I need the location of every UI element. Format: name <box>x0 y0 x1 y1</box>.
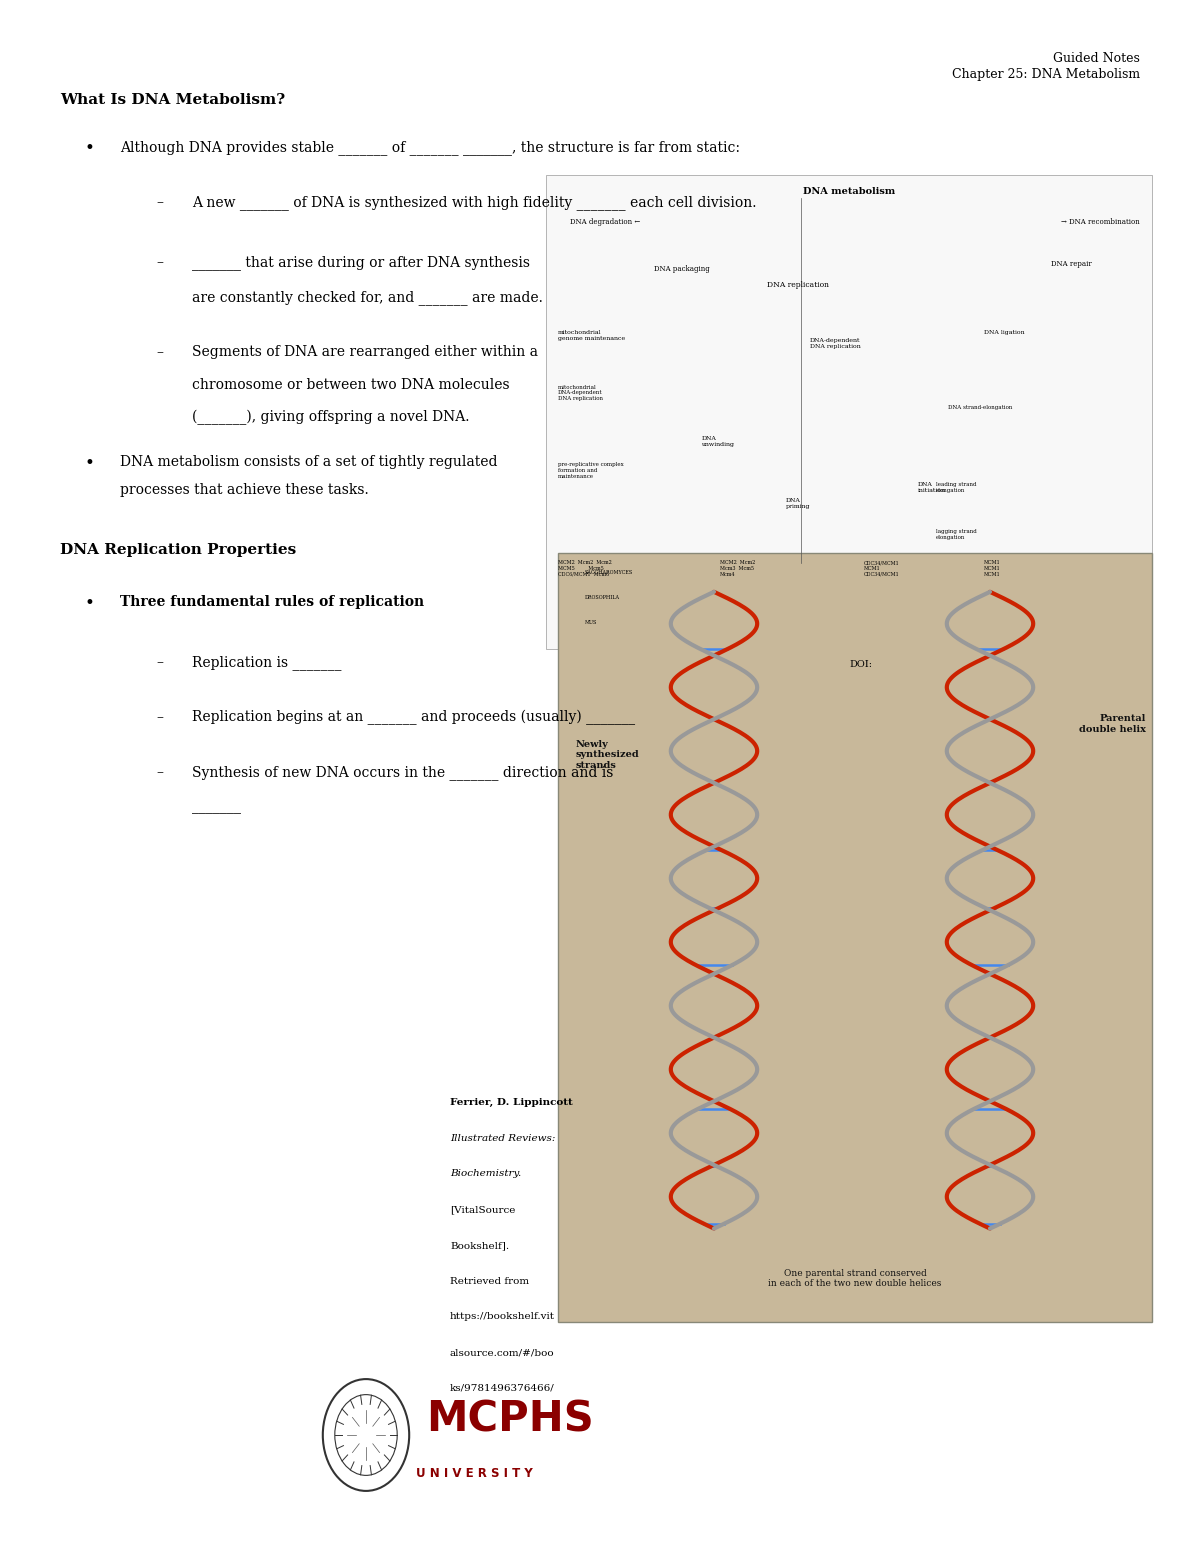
Text: DNA strand-elongation: DNA strand-elongation <box>948 405 1013 410</box>
FancyBboxPatch shape <box>558 613 580 632</box>
Text: Segments of DNA are rearranged either within a: Segments of DNA are rearranged either wi… <box>192 345 538 359</box>
Text: DNA-dependent
DNA replication: DNA-dependent DNA replication <box>810 339 860 349</box>
Text: DOI:: DOI: <box>850 660 872 668</box>
Text: SACCHAROMYCES: SACCHAROMYCES <box>584 570 632 575</box>
Text: DNA degradation ←: DNA degradation ← <box>570 219 641 227</box>
Text: mitochondrial
genome maintenance: mitochondrial genome maintenance <box>558 331 625 342</box>
Text: _______: _______ <box>192 800 241 814</box>
Text: –: – <box>156 196 163 210</box>
Text: –: – <box>156 345 163 359</box>
Text: Three fundamental rules of replication: Three fundamental rules of replication <box>120 595 424 609</box>
FancyBboxPatch shape <box>558 553 1152 1322</box>
Text: DNA repair: DNA repair <box>1051 261 1092 269</box>
Text: Bookshelf].: Bookshelf]. <box>450 1241 509 1250</box>
Text: _______ that arise during or after DNA synthesis: _______ that arise during or after DNA s… <box>192 255 530 270</box>
Text: ks/9781496376466/: ks/9781496376466/ <box>450 1384 554 1393</box>
Text: DNA
unwinding: DNA unwinding <box>702 436 734 447</box>
Text: U N I V E R S I T Y: U N I V E R S I T Y <box>415 1468 533 1480</box>
Text: → DNA recombination: → DNA recombination <box>1061 219 1140 227</box>
Text: Synthesis of new DNA occurs in the _______ direction and is: Synthesis of new DNA occurs in the _____… <box>192 766 613 780</box>
Text: lagging strand
elongation: lagging strand elongation <box>936 530 977 540</box>
Text: A new _______ of DNA is synthesized with high fidelity _______ each cell divisio: A new _______ of DNA is synthesized with… <box>192 196 756 210</box>
Text: Guided Notes: Guided Notes <box>1054 51 1140 65</box>
Text: MUS: MUS <box>584 620 596 624</box>
Text: mitochondrial
DNA-dependent
DNA replication: mitochondrial DNA-dependent DNA replicat… <box>558 385 604 401</box>
Text: [VitalSource: [VitalSource <box>450 1205 515 1214</box>
Text: –: – <box>156 710 163 724</box>
Text: •: • <box>84 595 94 612</box>
Text: •: • <box>84 140 94 157</box>
Text: MCM2  Mcm2
Mcm3  Mcm5
Mcm4: MCM2 Mcm2 Mcm3 Mcm5 Mcm4 <box>720 561 755 576</box>
Text: Biochemistry.: Biochemistry. <box>450 1169 521 1179</box>
Text: Replication is _______: Replication is _______ <box>192 655 342 669</box>
Text: chromosome or between two DNA molecules: chromosome or between two DNA molecules <box>192 377 510 391</box>
Text: •: • <box>84 455 94 472</box>
FancyBboxPatch shape <box>558 564 580 582</box>
Text: DNA packaging: DNA packaging <box>654 266 709 273</box>
FancyBboxPatch shape <box>558 589 580 607</box>
Text: https://bookshelf.vit: https://bookshelf.vit <box>450 1312 554 1322</box>
Text: CDC34/MCM1
MCM1
CDC34/MCM1: CDC34/MCM1 MCM1 CDC34/MCM1 <box>864 561 900 576</box>
Text: leading strand
elongation: leading strand elongation <box>936 483 977 494</box>
Text: –: – <box>156 655 163 669</box>
Text: –: – <box>156 255 163 269</box>
Text: One parental strand conserved
in each of the two new double helices: One parental strand conserved in each of… <box>768 1269 942 1287</box>
Text: DNA replication: DNA replication <box>767 281 829 289</box>
Text: DNA
priming: DNA priming <box>786 499 810 509</box>
FancyBboxPatch shape <box>546 175 1152 649</box>
Text: Newly
synthesized
strands: Newly synthesized strands <box>576 739 640 770</box>
Text: Parental
double helix: Parental double helix <box>1079 714 1146 733</box>
Text: What Is DNA Metabolism?: What Is DNA Metabolism? <box>60 93 286 107</box>
Text: (_______), giving offspring a novel DNA.: (_______), giving offspring a novel DNA. <box>192 410 469 426</box>
Text: MCPHS: MCPHS <box>426 1398 594 1441</box>
Text: are constantly checked for, and _______ are made.: are constantly checked for, and _______ … <box>192 290 542 304</box>
Text: DNA Replication Properties: DNA Replication Properties <box>60 544 296 558</box>
Text: Although DNA provides stable _______ of _______ _______, the structure is far fr: Although DNA provides stable _______ of … <box>120 140 740 155</box>
Text: DNA ligation: DNA ligation <box>984 331 1025 335</box>
Text: MCM2  Mcm2  Mcm2
MCM5         Mcm5
CDC6/MCM1  Mcm6: MCM2 Mcm2 Mcm2 MCM5 Mcm5 CDC6/MCM1 Mcm6 <box>558 561 612 576</box>
Text: Ferrier, D. Lippincott: Ferrier, D. Lippincott <box>450 1098 572 1107</box>
Text: –: – <box>156 766 163 780</box>
Text: pre-replicative complex
formation and
maintenance: pre-replicative complex formation and ma… <box>558 463 624 478</box>
Text: Illustrated Reviews:: Illustrated Reviews: <box>450 1134 556 1143</box>
Text: DNA metabolism consists of a set of tightly regulated: DNA metabolism consists of a set of tigh… <box>120 455 498 469</box>
Text: DNA
initiation: DNA initiation <box>918 483 946 494</box>
Text: alsource.com/#/boo: alsource.com/#/boo <box>450 1348 554 1357</box>
Text: DROSOPHILA: DROSOPHILA <box>584 595 619 599</box>
Text: processes that achieve these tasks.: processes that achieve these tasks. <box>120 483 368 497</box>
Text: Replication begins at an _______ and proceeds (usually) _______: Replication begins at an _______ and pro… <box>192 710 635 725</box>
Text: DNA metabolism: DNA metabolism <box>803 188 895 196</box>
Text: Retrieved from: Retrieved from <box>450 1277 529 1286</box>
Text: Chapter 25: DNA Metabolism: Chapter 25: DNA Metabolism <box>952 68 1140 81</box>
Text: MCM1
MCM1
MCM1: MCM1 MCM1 MCM1 <box>984 561 1001 576</box>
